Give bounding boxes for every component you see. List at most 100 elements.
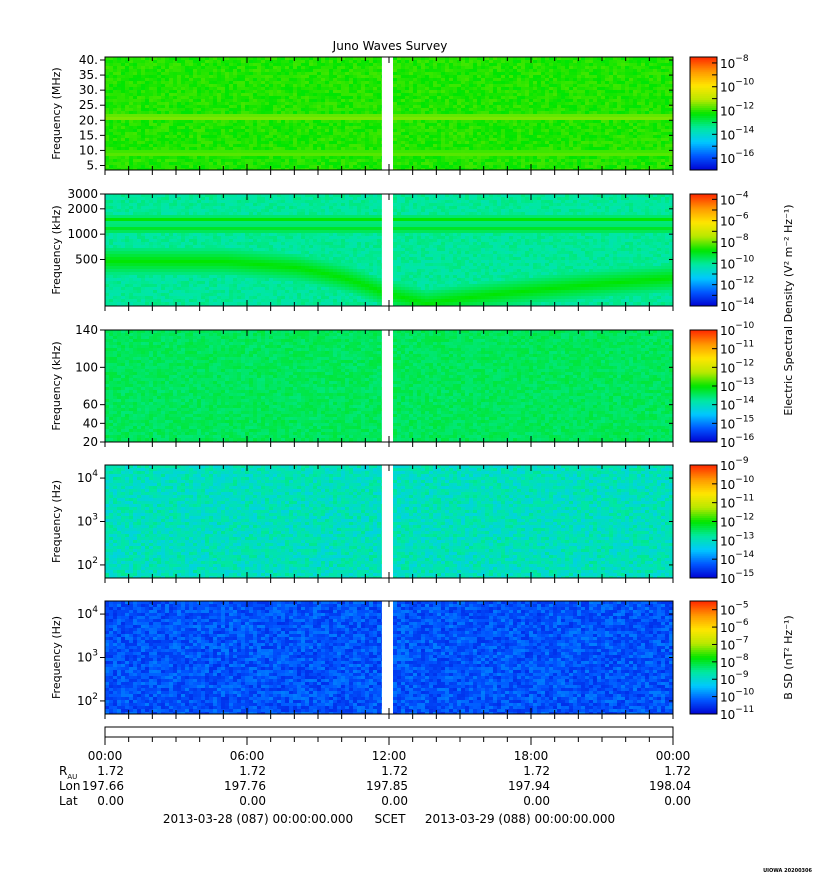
ephemeris-value: 197.66 — [82, 779, 124, 793]
panel1-heatmap: 40.35.30.25.20.15.10.5. Frequency (MHz) 10… — [50, 53, 755, 175]
y-tick-label: 104 — [77, 469, 98, 485]
y-tick-label: 103 — [77, 649, 98, 665]
colorbar-tick-label: 10−8 — [720, 233, 749, 250]
colorbar-tick-label: 10−4 — [720, 190, 749, 207]
y-tick-label: 25. — [79, 98, 98, 112]
colorbar-tick-label: 10−10 — [720, 321, 755, 338]
colorbar-tick-label: 10−6 — [720, 212, 749, 229]
y-tick-label: 102 — [77, 556, 98, 572]
y-tick-label: 140 — [75, 323, 98, 337]
ephemeris-value: 0.00 — [664, 794, 691, 808]
ephemeris-value: 1.72 — [97, 764, 124, 778]
y-tick-label: 5. — [87, 158, 98, 172]
colorbar-tick-label: 10−10 — [720, 475, 755, 492]
colorbar-tick-label: 10−8 — [720, 54, 749, 71]
colorbar-tick-label: 10−14 — [720, 297, 755, 314]
data-gap — [382, 465, 393, 578]
colorbar-tick-label: 10−16 — [720, 149, 755, 166]
ephemeris-value: 0.00 — [523, 794, 550, 808]
y-tick-label: 40. — [79, 53, 98, 67]
data-gap — [382, 330, 393, 442]
colorbar-tick-label: 10−6 — [720, 618, 749, 635]
colorbar-tick-label: 10−10 — [720, 254, 755, 271]
colorbar-tick-label: 10−14 — [720, 396, 755, 413]
colorbar-tick-label: 10−11 — [720, 340, 754, 357]
ephemeris-value: 0.00 — [381, 794, 408, 808]
colorbar-tick-label: 10−12 — [720, 102, 754, 119]
colorbar-tick-label: 10−16 — [720, 433, 755, 450]
colorbar-tick-label: 10−10 — [720, 78, 755, 95]
time-tick-label: 06:00 — [230, 749, 265, 763]
y-tick-label: 20. — [79, 113, 98, 127]
colorbar-tick-label: 10−12 — [720, 513, 754, 530]
y-axis-label: Frequency (Hz) — [50, 480, 63, 563]
y-tick-label: 35. — [79, 68, 98, 82]
y-tick-label: 40 — [83, 416, 98, 430]
colorbar-tick-label: 10−14 — [720, 125, 755, 142]
y-tick-label: 30. — [79, 83, 98, 97]
time-axis-strip — [105, 727, 673, 737]
time-tick-label: 12:00 — [372, 749, 407, 763]
y-tick-label: 103 — [77, 513, 98, 529]
ephemeris-value: 1.72 — [523, 764, 550, 778]
y-axis-label: Frequency (kHz) — [50, 341, 63, 430]
y-tick-label: 60 — [83, 398, 98, 412]
time-tick-label: 00:00 — [656, 749, 691, 763]
data-gap — [382, 57, 393, 170]
ephemeris-row-label: Lon — [59, 779, 80, 793]
colorbar-tick-label: 10−11 — [720, 705, 754, 722]
colorbar-tick-label: 10−14 — [720, 550, 755, 567]
colorbar-tick-label: 10−9 — [720, 456, 749, 473]
y-tick-label: 102 — [77, 692, 98, 708]
y-tick-label: 3000 — [67, 187, 98, 201]
y-tick-label: 2000 — [67, 202, 98, 216]
ephemeris-value: 0.00 — [97, 794, 124, 808]
y-axis-label: Frequency (Hz) — [50, 616, 63, 699]
credit-label: UIOWA 20200306 — [763, 868, 812, 874]
colorbar-tick-label: 10−10 — [720, 688, 755, 705]
colorbar-tick-label: 10−5 — [720, 601, 749, 618]
colorbar-tick-label: 10−15 — [720, 414, 754, 431]
time-tick-label: 00:00 — [88, 749, 123, 763]
y-tick-label: 1000 — [67, 227, 98, 241]
colorbar-tick-label: 10−12 — [720, 276, 754, 293]
ephemeris-value: 0.00 — [239, 794, 266, 808]
figure-title: Juno Waves Survey — [332, 39, 448, 53]
ephemeris-value: 197.76 — [224, 779, 266, 793]
colorbar-tick-label: 10−13 — [720, 531, 754, 548]
colorbar-tick-label: 10−8 — [720, 653, 749, 670]
colorbar-tick-label: 10−9 — [720, 670, 749, 687]
colorbar-label: B SD (nT² Hz⁻¹) — [782, 615, 795, 699]
ephemeris-value: 197.94 — [508, 779, 550, 793]
time-tick-label: 18:00 — [514, 749, 549, 763]
ephemeris-value: 1.72 — [239, 764, 266, 778]
y-axis-label: Frequency (MHz) — [50, 67, 63, 159]
colorbar-tick-label: 10−13 — [720, 377, 754, 394]
y-tick-label: 100 — [75, 360, 98, 374]
colorbar-tick-label: 10−15 — [720, 569, 754, 586]
data-gap — [382, 601, 393, 714]
start-time: 2013-03-28 (087) 00:00:00.000 — [163, 812, 353, 826]
data-gap — [382, 194, 393, 306]
colorbar-tick-label: 10−12 — [720, 358, 754, 375]
y-tick-label: 104 — [77, 605, 98, 621]
ephemeris-value: 1.72 — [381, 764, 408, 778]
y-tick-label: 10. — [79, 143, 98, 157]
ephemeris-value: 198.04 — [649, 779, 691, 793]
scet-label: SCET — [375, 812, 407, 826]
ephemeris-row-label: Lat — [59, 794, 78, 808]
y-axis-label: Frequency (kHz) — [50, 205, 63, 294]
panel1-colorbar: 10−16 10−14 10−12 10−10 10−8 — [690, 54, 755, 171]
colorbar-tick-label: 10−11 — [720, 494, 754, 511]
y-tick-label: 20 — [83, 435, 98, 449]
ephemeris-value: 197.85 — [366, 779, 408, 793]
y-tick-label: 15. — [79, 128, 98, 142]
colorbar-label: Electric Spectral Density (V² m⁻² Hz⁻¹) — [782, 204, 795, 415]
